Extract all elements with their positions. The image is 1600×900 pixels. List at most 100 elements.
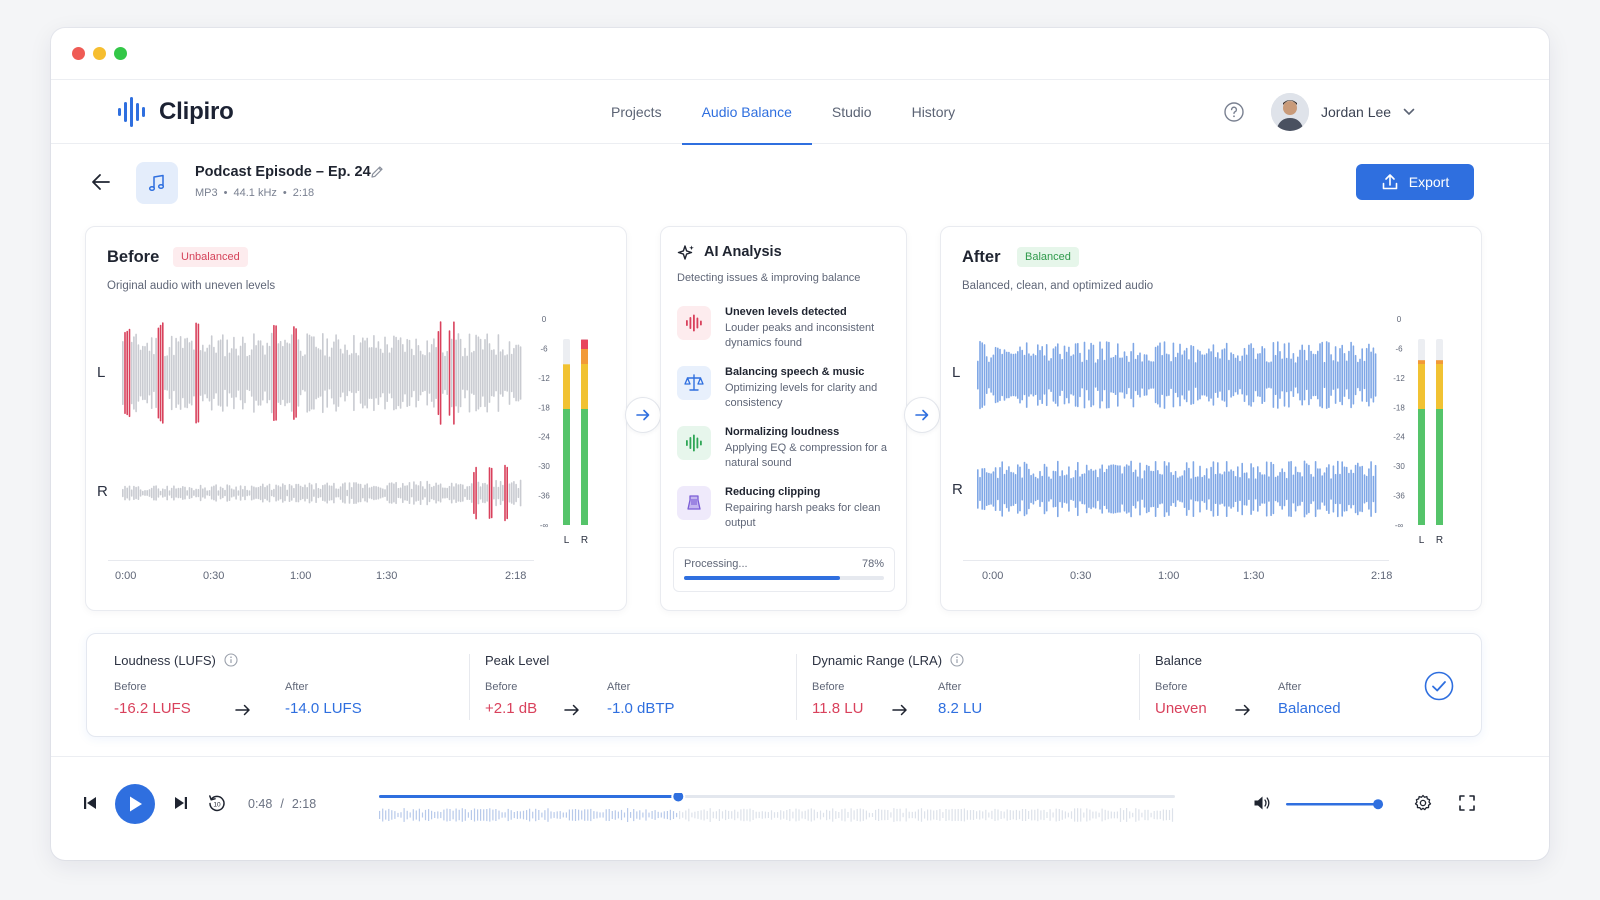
- seek-waveform-bar: [452, 810, 454, 820]
- skip-previous-icon[interactable]: [82, 795, 98, 811]
- seek-waveform-bar: [532, 811, 534, 819]
- volume-slider[interactable]: [1284, 797, 1384, 811]
- arrow-right-button[interactable]: [625, 397, 661, 433]
- close-window-button[interactable]: [72, 47, 85, 60]
- waveform-bar: [373, 335, 375, 412]
- waveform-bar: [1157, 470, 1159, 508]
- seek-waveform-bar: [477, 809, 479, 821]
- waveform-bar: [388, 352, 391, 394]
- waveform-bar: [1319, 468, 1321, 510]
- waveform-bar: [1174, 356, 1177, 393]
- arrow-right-icon: [892, 704, 907, 716]
- info-icon[interactable]: [950, 653, 964, 667]
- export-button[interactable]: Export: [1356, 164, 1474, 200]
- logo[interactable]: Clipiro: [117, 94, 234, 130]
- volume-icon[interactable]: [1253, 795, 1271, 811]
- waveform-bar: [1232, 470, 1235, 508]
- waveform-bar: [1303, 460, 1306, 518]
- seek-waveform-bar: [630, 812, 632, 818]
- waveform-bar: [399, 487, 402, 499]
- tab-history[interactable]: History: [911, 104, 956, 120]
- seek-waveform-bar: [1141, 812, 1143, 818]
- maximize-window-button[interactable]: [114, 47, 127, 60]
- fullscreen-icon[interactable]: [1458, 794, 1476, 812]
- waveform-bar: [186, 490, 188, 496]
- seek-waveform-bar: [685, 810, 687, 820]
- waveform-bar: [1172, 474, 1175, 504]
- waveform-bar: [519, 346, 522, 400]
- seek-waveform-bar: [480, 809, 482, 821]
- help-icon[interactable]: [1224, 102, 1244, 122]
- tab-studio[interactable]: Studio: [831, 104, 872, 120]
- seek-handle[interactable]: [671, 793, 686, 804]
- waveform-bar: [1081, 473, 1083, 505]
- meter-fill-segment: [581, 409, 588, 525]
- waveform-bar: [1317, 468, 1319, 510]
- waveform-bar: [1354, 354, 1357, 396]
- waveform-bar: [1028, 353, 1030, 397]
- waveform-bar: [475, 334, 477, 412]
- waveform-bar: [1183, 350, 1186, 400]
- seek-waveform-bar: [562, 812, 564, 818]
- waveform-bar: [1154, 461, 1157, 517]
- waveform-bar: [1268, 362, 1270, 388]
- seek-waveform-bar: [767, 812, 769, 818]
- back-arrow-icon[interactable]: [89, 170, 113, 194]
- minimize-window-button[interactable]: [93, 47, 106, 60]
- waveform-bar: [177, 487, 180, 499]
- metric-title-wrapper: Dynamic Range (LRA): [812, 653, 964, 668]
- info-icon[interactable]: [224, 653, 238, 667]
- waveform-bar: [370, 347, 373, 399]
- waveform-bar: [288, 483, 291, 502]
- waveform-bar: [1359, 358, 1361, 392]
- seek-waveform-bar: [397, 812, 399, 818]
- before-subtitle: Original audio with uneven levels: [107, 280, 276, 292]
- waveform-bar: [410, 348, 413, 398]
- waveform-bar: [237, 490, 240, 496]
- tab-audio-balance[interactable]: Audio Balance: [681, 80, 813, 145]
- seek-waveform-bar: [924, 811, 926, 819]
- waveform-bar: [1043, 355, 1046, 395]
- skip-next-icon[interactable]: [173, 795, 189, 811]
- waveform-bar: [1257, 353, 1259, 397]
- waveform-bar: [264, 354, 266, 392]
- waveform-bar: [1250, 343, 1252, 407]
- pencil-icon[interactable]: [369, 164, 385, 180]
- metric-title: Balance: [1155, 653, 1202, 668]
- waveform-bar: [144, 490, 146, 496]
- seek-waveform-bar: [783, 811, 785, 819]
- user-menu[interactable]: Jordan Lee: [1271, 93, 1415, 131]
- waveform-bar: [328, 356, 331, 390]
- settings-gear-icon[interactable]: [1414, 794, 1432, 812]
- waveform-bar: [1025, 463, 1028, 515]
- waveform-bar: [508, 483, 511, 503]
- waveform-bar: [426, 480, 428, 506]
- volume-handle[interactable]: [1373, 799, 1384, 810]
- waveform-bar: [233, 336, 235, 410]
- waveform-bar: [228, 485, 231, 501]
- waveform-bar: [1112, 464, 1115, 514]
- seek-waveform-bar: [617, 811, 619, 819]
- waveform-bar: [1121, 357, 1123, 393]
- waveform-bar: [1225, 342, 1228, 408]
- arrow-right-button[interactable]: [904, 397, 940, 433]
- waveform-bar: [448, 485, 451, 501]
- waveform-bar: [977, 360, 979, 390]
- seek-waveform-bar: [927, 809, 929, 821]
- seek-bar[interactable]: [379, 793, 1175, 833]
- seek-waveform-bar: [936, 810, 938, 820]
- tab-projects[interactable]: Projects: [611, 104, 662, 120]
- seek-waveform-bar: [391, 810, 393, 820]
- seek-waveform-bar: [440, 812, 442, 819]
- meter-scale-label: -12: [1393, 374, 1405, 383]
- waveform-bar: [1365, 475, 1368, 503]
- meta-separator: •: [282, 187, 287, 199]
- waveform-bar: [1357, 462, 1359, 516]
- waveform-bar: [459, 483, 462, 503]
- waveform-bar: [1190, 345, 1192, 405]
- play-button[interactable]: [115, 784, 155, 824]
- processing-progress-bar: [684, 576, 884, 580]
- replay-10-icon[interactable]: 10: [207, 793, 227, 813]
- waveform-bar: [124, 331, 126, 414]
- seek-waveform-bar: [434, 811, 436, 818]
